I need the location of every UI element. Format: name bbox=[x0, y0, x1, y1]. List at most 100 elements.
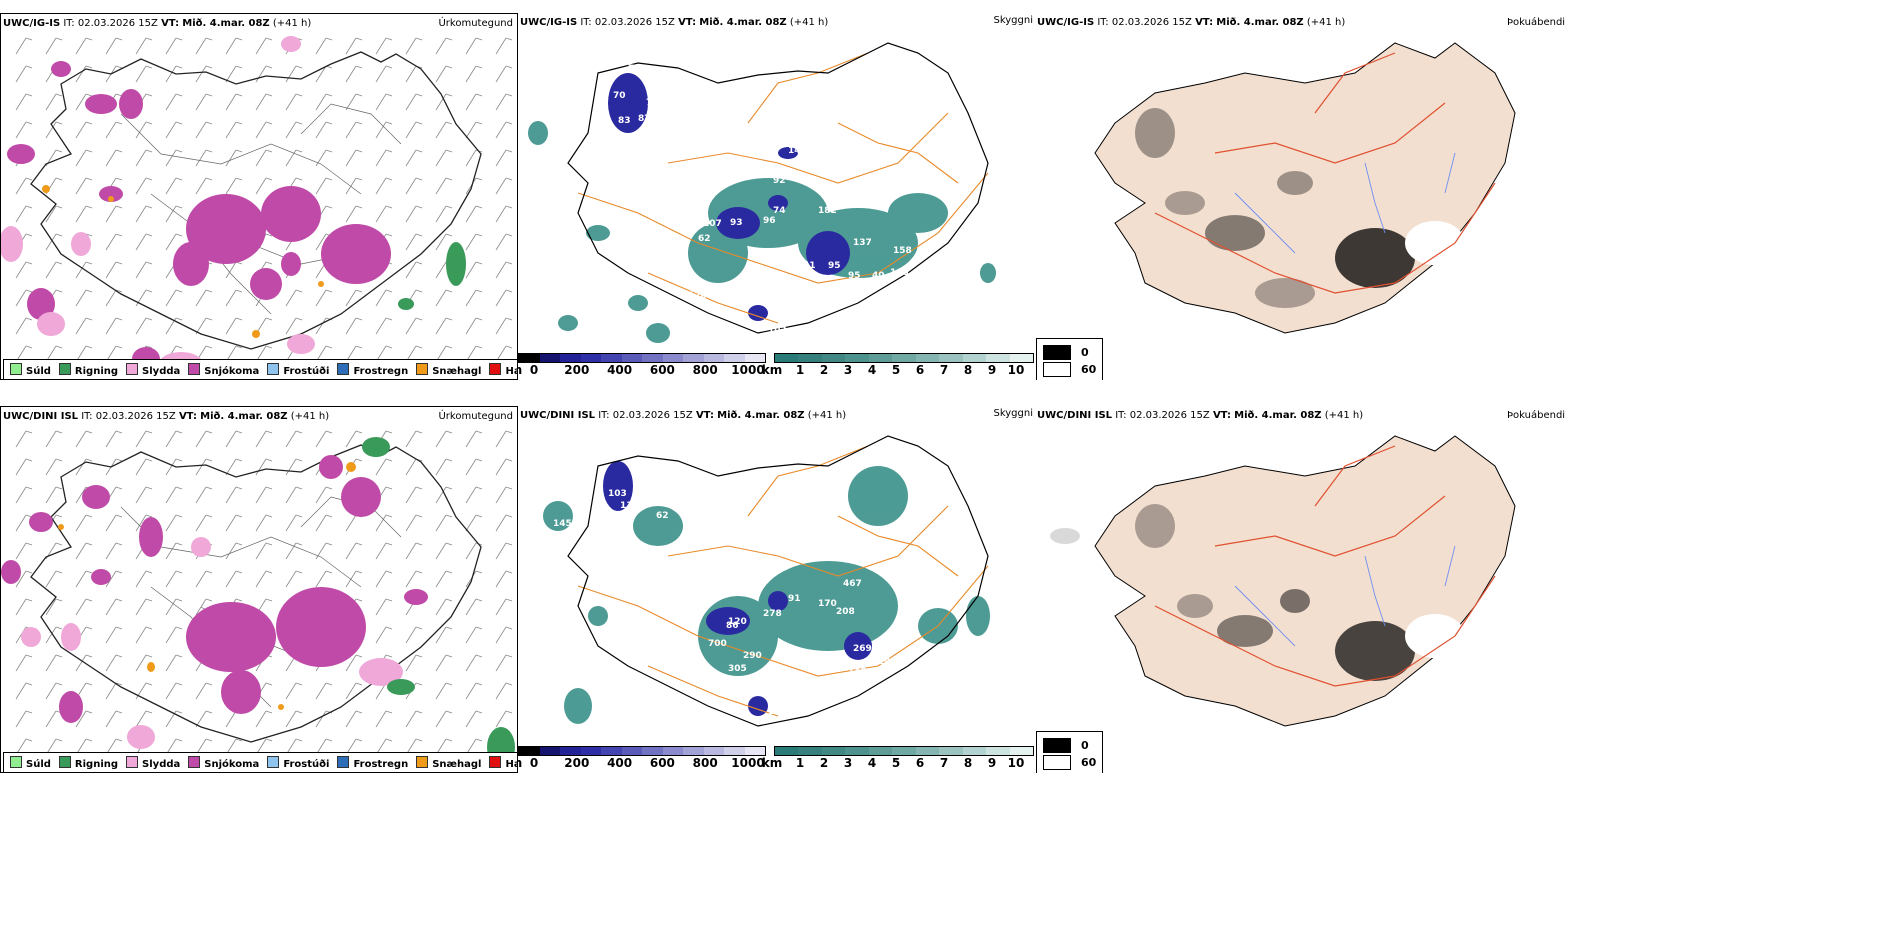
wind-barb bbox=[285, 149, 303, 167]
legend-item: Haglél bbox=[489, 363, 517, 377]
colorbar-unit: km bbox=[761, 363, 783, 377]
legend-label: Snæhagl bbox=[432, 366, 482, 377]
wind-barb bbox=[135, 598, 153, 616]
wind-barb bbox=[195, 430, 213, 448]
legend-label: Frostúði bbox=[283, 366, 330, 377]
colorbar-strip bbox=[518, 353, 766, 363]
colorbar-segment bbox=[683, 747, 704, 755]
legend-item: Frostúði bbox=[267, 756, 329, 770]
fog-legend-item: 60 bbox=[1043, 362, 1096, 377]
wind-barb bbox=[465, 598, 483, 616]
wind-barb bbox=[105, 542, 123, 560]
wind-barb bbox=[15, 598, 33, 616]
visibility-value-label: 467 bbox=[843, 579, 862, 589]
wind-barb bbox=[375, 598, 393, 616]
wind-barb bbox=[435, 570, 453, 588]
wind-barb bbox=[375, 458, 393, 476]
visibility-value-label: 92 bbox=[773, 176, 786, 186]
legend-swatch bbox=[416, 363, 429, 375]
wind-barb bbox=[255, 458, 273, 476]
visibility-value-label: 119 bbox=[620, 501, 639, 511]
visibility-value-label: 74 bbox=[773, 206, 786, 216]
colorbar-visibility-km: km 1 2 3 4 5 6 7 8 9 10 bbox=[762, 746, 1034, 770]
colorbar-tick-label: 1 bbox=[795, 363, 805, 377]
wind-barb bbox=[345, 37, 363, 55]
wind-barb bbox=[135, 514, 153, 532]
fog-legend-item: 0 bbox=[1043, 738, 1096, 753]
wind-barb bbox=[435, 289, 453, 307]
wind-barb bbox=[255, 37, 273, 55]
wind-barbs bbox=[15, 430, 513, 756]
visibility-value-label: 140 bbox=[838, 689, 857, 699]
wind-barb bbox=[15, 317, 33, 335]
wind-barb bbox=[465, 570, 483, 588]
iceland-inner-lines bbox=[120, 103, 402, 315]
colorbar-tick-label: 1000 bbox=[731, 756, 765, 770]
legend-swatch bbox=[337, 363, 350, 375]
wind-barb bbox=[45, 261, 63, 279]
wind-barb bbox=[195, 317, 213, 335]
wind-barb bbox=[375, 317, 393, 335]
iceland-outline bbox=[30, 444, 482, 743]
colorbar-segment bbox=[703, 747, 724, 755]
precip-blobs-2 bbox=[1, 437, 515, 767]
teal-areas-1 bbox=[528, 121, 996, 343]
wind-barb bbox=[135, 261, 153, 279]
wind-barb bbox=[45, 205, 63, 223]
colorbar-strip bbox=[518, 746, 766, 756]
visibility-value-label: 87 bbox=[638, 114, 651, 124]
colorbar-segment bbox=[519, 747, 540, 755]
wind-barb bbox=[135, 177, 153, 195]
wind-barb bbox=[165, 654, 183, 672]
wind-barb bbox=[15, 654, 33, 672]
colorbar-segment bbox=[560, 354, 581, 362]
visibility-value-label: 107 bbox=[703, 219, 722, 229]
wind-barb bbox=[435, 710, 453, 728]
wind-barb bbox=[345, 205, 363, 223]
colorbar-tick-label: 8 bbox=[963, 363, 973, 377]
wind-barb bbox=[495, 177, 513, 195]
wind-barb bbox=[15, 430, 33, 448]
wind-barb bbox=[45, 37, 63, 55]
legend-item: Súld bbox=[10, 363, 51, 377]
fog-rivers-1 bbox=[1234, 152, 1456, 254]
wind-barb bbox=[225, 430, 243, 448]
wind-barb bbox=[45, 710, 63, 728]
fog-legend-label: 60 bbox=[1081, 363, 1097, 376]
wind-barb bbox=[255, 430, 273, 448]
wind-barb bbox=[195, 289, 213, 307]
legend-item: Frostúði bbox=[267, 363, 329, 377]
wind-barb bbox=[495, 93, 513, 111]
colorbar-segment bbox=[601, 354, 622, 362]
legend-swatch bbox=[267, 363, 280, 375]
wind-barb bbox=[285, 542, 303, 560]
colorbar-ticks: m0 200 400 600 800 1000 bbox=[518, 363, 766, 377]
wind-barb bbox=[465, 261, 483, 279]
wind-barb bbox=[135, 654, 153, 672]
fog-white-area-1 bbox=[1405, 221, 1465, 265]
wind-barb bbox=[75, 514, 93, 532]
colorbar-tick-label: 9 bbox=[987, 363, 997, 377]
colorbar-segment bbox=[962, 747, 987, 755]
iceland-outline bbox=[30, 51, 482, 350]
wind-barb bbox=[315, 682, 333, 700]
wind-barb bbox=[135, 682, 153, 700]
legend-item: Slydda bbox=[126, 756, 180, 770]
wind-barb bbox=[315, 37, 333, 55]
visibility-value-label: 140 bbox=[848, 667, 867, 677]
wind-barb bbox=[255, 570, 273, 588]
colorbar-tick-label: 8 bbox=[963, 756, 973, 770]
visibility-value-label: 74 bbox=[646, 98, 659, 108]
wind-barb bbox=[15, 486, 33, 504]
wind-barb bbox=[495, 486, 513, 504]
wind-barb bbox=[15, 458, 33, 476]
visibility-value-label: 233 bbox=[763, 679, 782, 689]
fog-shading-2 bbox=[1050, 504, 1415, 681]
legend-label: Haglél bbox=[505, 759, 517, 770]
wind-barb bbox=[15, 542, 33, 560]
roads-2 bbox=[577, 445, 989, 717]
wind-barb bbox=[465, 458, 483, 476]
wind-barb bbox=[255, 149, 273, 167]
wind-barb bbox=[165, 93, 183, 111]
visibility-value-label: 105 bbox=[768, 707, 787, 717]
